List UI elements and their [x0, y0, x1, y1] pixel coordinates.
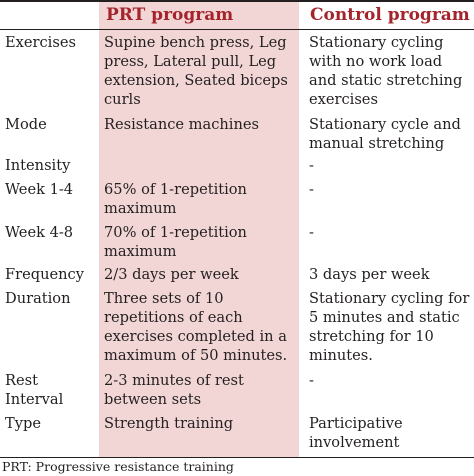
row-label-duration: Duration — [5, 290, 71, 307]
row-label-exercises: Exercises — [5, 34, 76, 51]
control-frequency: 3 days per week — [309, 266, 430, 283]
table-header-rule — [0, 29, 474, 30]
row-label-week-1-4: Week 1-4 — [5, 181, 74, 198]
row-label-mode: Mode — [5, 116, 47, 133]
control-mode: Stationary cycle and manual stretching — [309, 116, 461, 152]
prt-week-1-4: 65% of 1-repetition maximum — [104, 181, 247, 217]
prt-exercises: Supine bench press, Leg press, Lateral p… — [104, 34, 288, 108]
row-label-intensity: Intensity — [5, 157, 71, 174]
prt-week-4-8: 70% of 1-repetition maximum — [104, 224, 247, 260]
control-week-4-8: - — [309, 224, 314, 241]
control-exercises: Stationary cycling with no work load and… — [309, 34, 463, 108]
control-duration: Stationary cycling for 5 minutes and sta… — [309, 290, 470, 364]
row-label-week-4-8: Week 4-8 — [5, 224, 74, 241]
table-top-rule — [0, 0, 474, 2]
control-intensity: - — [309, 157, 314, 174]
prt-type: Strength training — [104, 415, 234, 432]
row-label-type: Type — [5, 415, 41, 432]
prt-rest-interval: 2-3 minutes of rest between sets — [104, 372, 244, 408]
control-rest-interval: - — [309, 372, 314, 389]
row-label-rest-interval: Rest Interval — [5, 372, 64, 408]
control-week-1-4: - — [309, 181, 314, 198]
control-type: Participative involvement — [309, 415, 403, 451]
table-bottom-rule — [0, 457, 474, 458]
header-control-program: Control program — [310, 5, 470, 25]
prt-duration: Three sets of 10 repetitions of each exe… — [104, 290, 288, 364]
prt-column-shading — [99, 0, 299, 458]
prt-frequency: 2/3 days per week — [104, 266, 239, 283]
header-prt-program: PRT program — [106, 5, 234, 25]
table-footnote: PRT: Progressive resistance training — [2, 459, 234, 474]
row-label-frequency: Frequency — [5, 266, 84, 283]
prt-mode: Resistance machines — [104, 116, 259, 133]
